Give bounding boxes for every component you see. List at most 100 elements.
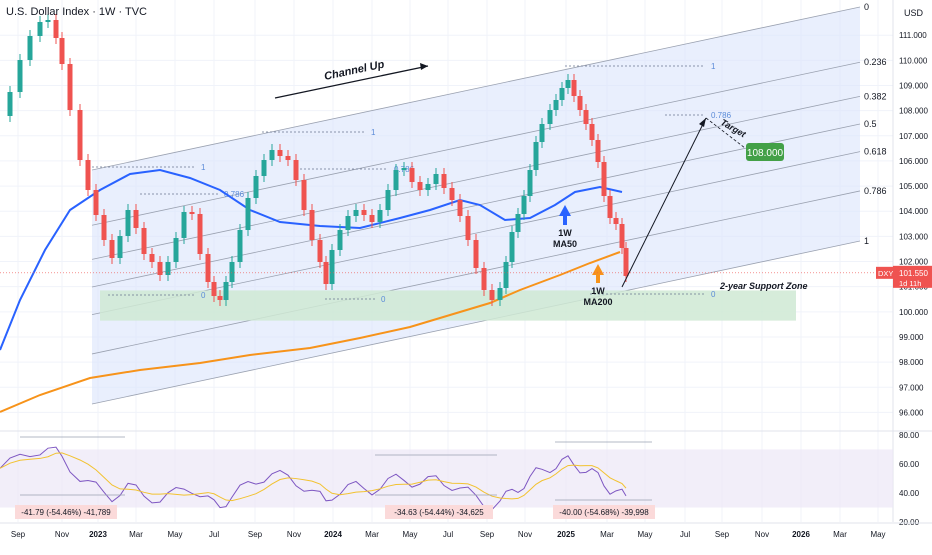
candle-body (353, 210, 359, 216)
time-axis-label: Sep (11, 530, 26, 539)
candle-body (457, 200, 463, 216)
candle-body (433, 174, 439, 184)
candle-body (527, 170, 533, 196)
candle-body (125, 210, 131, 236)
candle-body (393, 170, 399, 190)
ma200-arrow-shaft (596, 274, 600, 283)
candle-body (613, 218, 619, 224)
price-tick-label: 98.000 (899, 358, 924, 367)
candle-body (323, 262, 329, 284)
time-axis-label: 2024 (324, 530, 342, 539)
ma50-label: MA50 (553, 239, 577, 249)
fib-retracement-label: 0.786 (224, 190, 245, 199)
price-tick-label: 97.000 (899, 383, 924, 392)
candle-body (117, 236, 123, 258)
candle-body (401, 168, 407, 170)
target-price-badge (746, 143, 784, 161)
candle-body (67, 64, 73, 110)
time-axis-label: 2025 (557, 530, 575, 539)
candle-body (45, 20, 51, 22)
candle-body (521, 196, 527, 214)
candle-body (481, 268, 487, 290)
symbol-badge-text: DXY (878, 269, 893, 278)
time-axis-label: Sep (715, 530, 730, 539)
candle-body (165, 262, 171, 275)
candle-body (515, 214, 521, 232)
rsi-measure-label: -41.79 (-54.46%) -41,789 (21, 508, 111, 517)
candle-body (229, 262, 235, 282)
time-axis-label: 2026 (792, 530, 810, 539)
time-axis-label: 2023 (89, 530, 107, 539)
candle-body (217, 296, 223, 300)
time-axis-label: May (402, 530, 417, 539)
candle-body (189, 212, 195, 214)
price-tick-label: 107.000 (899, 132, 928, 141)
ma50-label: 1W (558, 228, 572, 238)
price-tick-label: 105.000 (899, 182, 928, 191)
candle-body (205, 254, 211, 282)
rsi-tick-label: 80.00 (899, 431, 920, 440)
candle-body (559, 88, 565, 100)
rsi-measure-badge (553, 505, 655, 519)
ma50-arrow-shaft (563, 215, 567, 225)
price-tick-label: 104.000 (899, 207, 928, 216)
channel-line (91, 61, 861, 226)
channel-line (91, 6, 861, 171)
candle-body (601, 162, 607, 196)
candle-body (277, 150, 283, 156)
symbol-title[interactable]: U.S. Dollar Index · 1W · TVC (6, 6, 147, 18)
rsi-band (0, 449, 893, 508)
rsi-ma-line (0, 452, 627, 502)
current-price-value: 101.550 (899, 269, 928, 278)
candle-body (237, 230, 243, 262)
candle-body (623, 248, 629, 276)
fib-retracement-label: 0 (711, 290, 716, 299)
price-tick-label: 102.000 (899, 258, 928, 267)
channel-fib-label: 0.382 (864, 91, 887, 101)
ma200-label: MA200 (583, 297, 612, 307)
price-tick-label: 103.000 (899, 232, 928, 241)
support-zone-label: 2-year Support Zone (719, 281, 808, 291)
candle-body (583, 110, 589, 124)
candle-body (17, 60, 23, 92)
channel-line (91, 151, 861, 316)
candle-body (149, 254, 155, 262)
rsi-tick-label: 40.00 (899, 489, 920, 498)
candle-body (181, 212, 187, 238)
candle-body (211, 282, 217, 296)
candle-body (301, 180, 307, 210)
price-tick-label: 106.000 (899, 157, 928, 166)
candle-body (157, 262, 163, 275)
candle-body (133, 210, 139, 228)
candle-body (489, 290, 495, 300)
price-tick-label: 110.000 (899, 56, 928, 65)
candle-body (497, 288, 503, 300)
projection-arrowhead (699, 118, 706, 127)
candle-body (101, 215, 107, 240)
candle-body (553, 100, 559, 110)
candle-body (503, 262, 509, 288)
time-axis-label: Mar (129, 530, 143, 539)
time-axis-label: May (167, 530, 182, 539)
candle-body (385, 190, 391, 210)
projection-line (621, 117, 707, 288)
fib-retracement-label: 0 (201, 291, 206, 300)
time-axis-label: Mar (365, 530, 379, 539)
channel-line (91, 123, 861, 288)
candle-body (619, 224, 625, 248)
ma200-line (0, 251, 621, 413)
time-axis-label: Sep (248, 530, 263, 539)
candle-body (293, 160, 299, 180)
ma200-arrow (592, 264, 604, 275)
candle-body (509, 232, 515, 262)
candle-body (425, 184, 431, 190)
fib-retracement-label: 1 (711, 62, 716, 71)
rsi-line (0, 446, 627, 511)
candle-body (59, 38, 65, 64)
time-axis-label: Mar (833, 530, 847, 539)
current-price-countdown: 1d 11h (899, 279, 921, 288)
channel-fib-label: 0.786 (864, 186, 887, 196)
time-axis-label: Nov (55, 530, 69, 539)
